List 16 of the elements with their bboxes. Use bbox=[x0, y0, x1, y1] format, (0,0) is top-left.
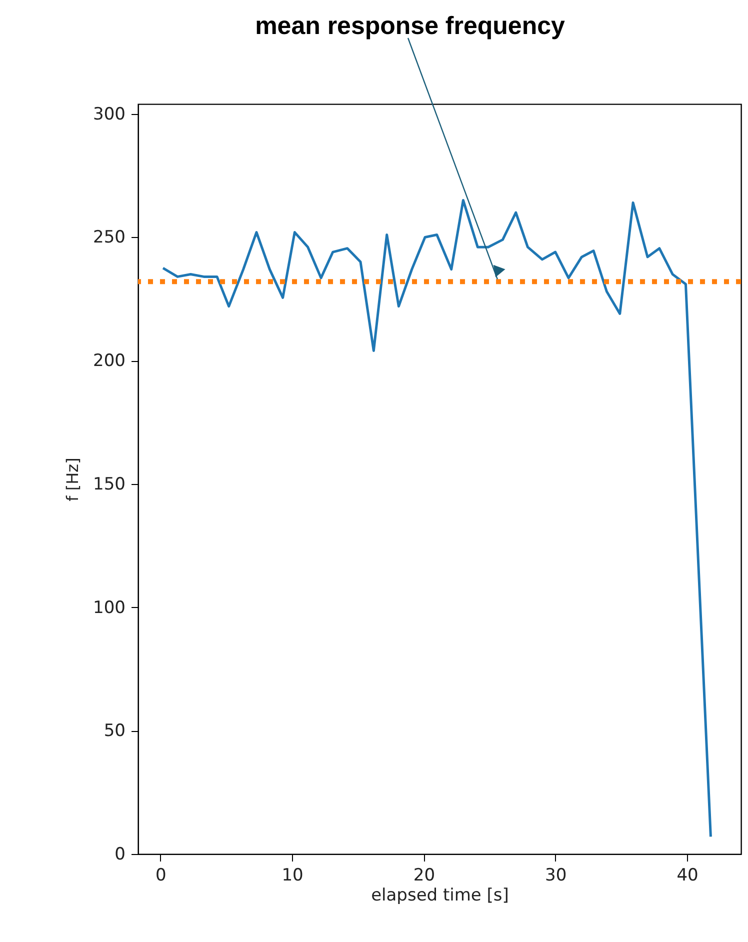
y-axis-title: f [Hz] bbox=[63, 458, 82, 502]
x-tick-label: 20 bbox=[413, 866, 436, 886]
y-tick-label: 0 bbox=[114, 844, 126, 864]
x-axis-title: elapsed time [s] bbox=[371, 886, 509, 906]
y-tick-label: 100 bbox=[93, 598, 126, 618]
y-tick-label: 300 bbox=[93, 104, 126, 124]
x-tick-label: 0 bbox=[155, 866, 166, 886]
y-tick-label: 50 bbox=[104, 721, 126, 742]
x-tick-label: 10 bbox=[282, 866, 304, 886]
y-tick-label: 150 bbox=[93, 474, 126, 494]
y-tick-label: 250 bbox=[93, 228, 126, 248]
y-tick-label: 200 bbox=[93, 351, 126, 372]
line-series bbox=[162, 198, 712, 838]
x-tick-label: 40 bbox=[676, 866, 698, 886]
annotation: mean response frequency bbox=[255, 12, 566, 40]
x-tick-label: 30 bbox=[545, 866, 567, 886]
